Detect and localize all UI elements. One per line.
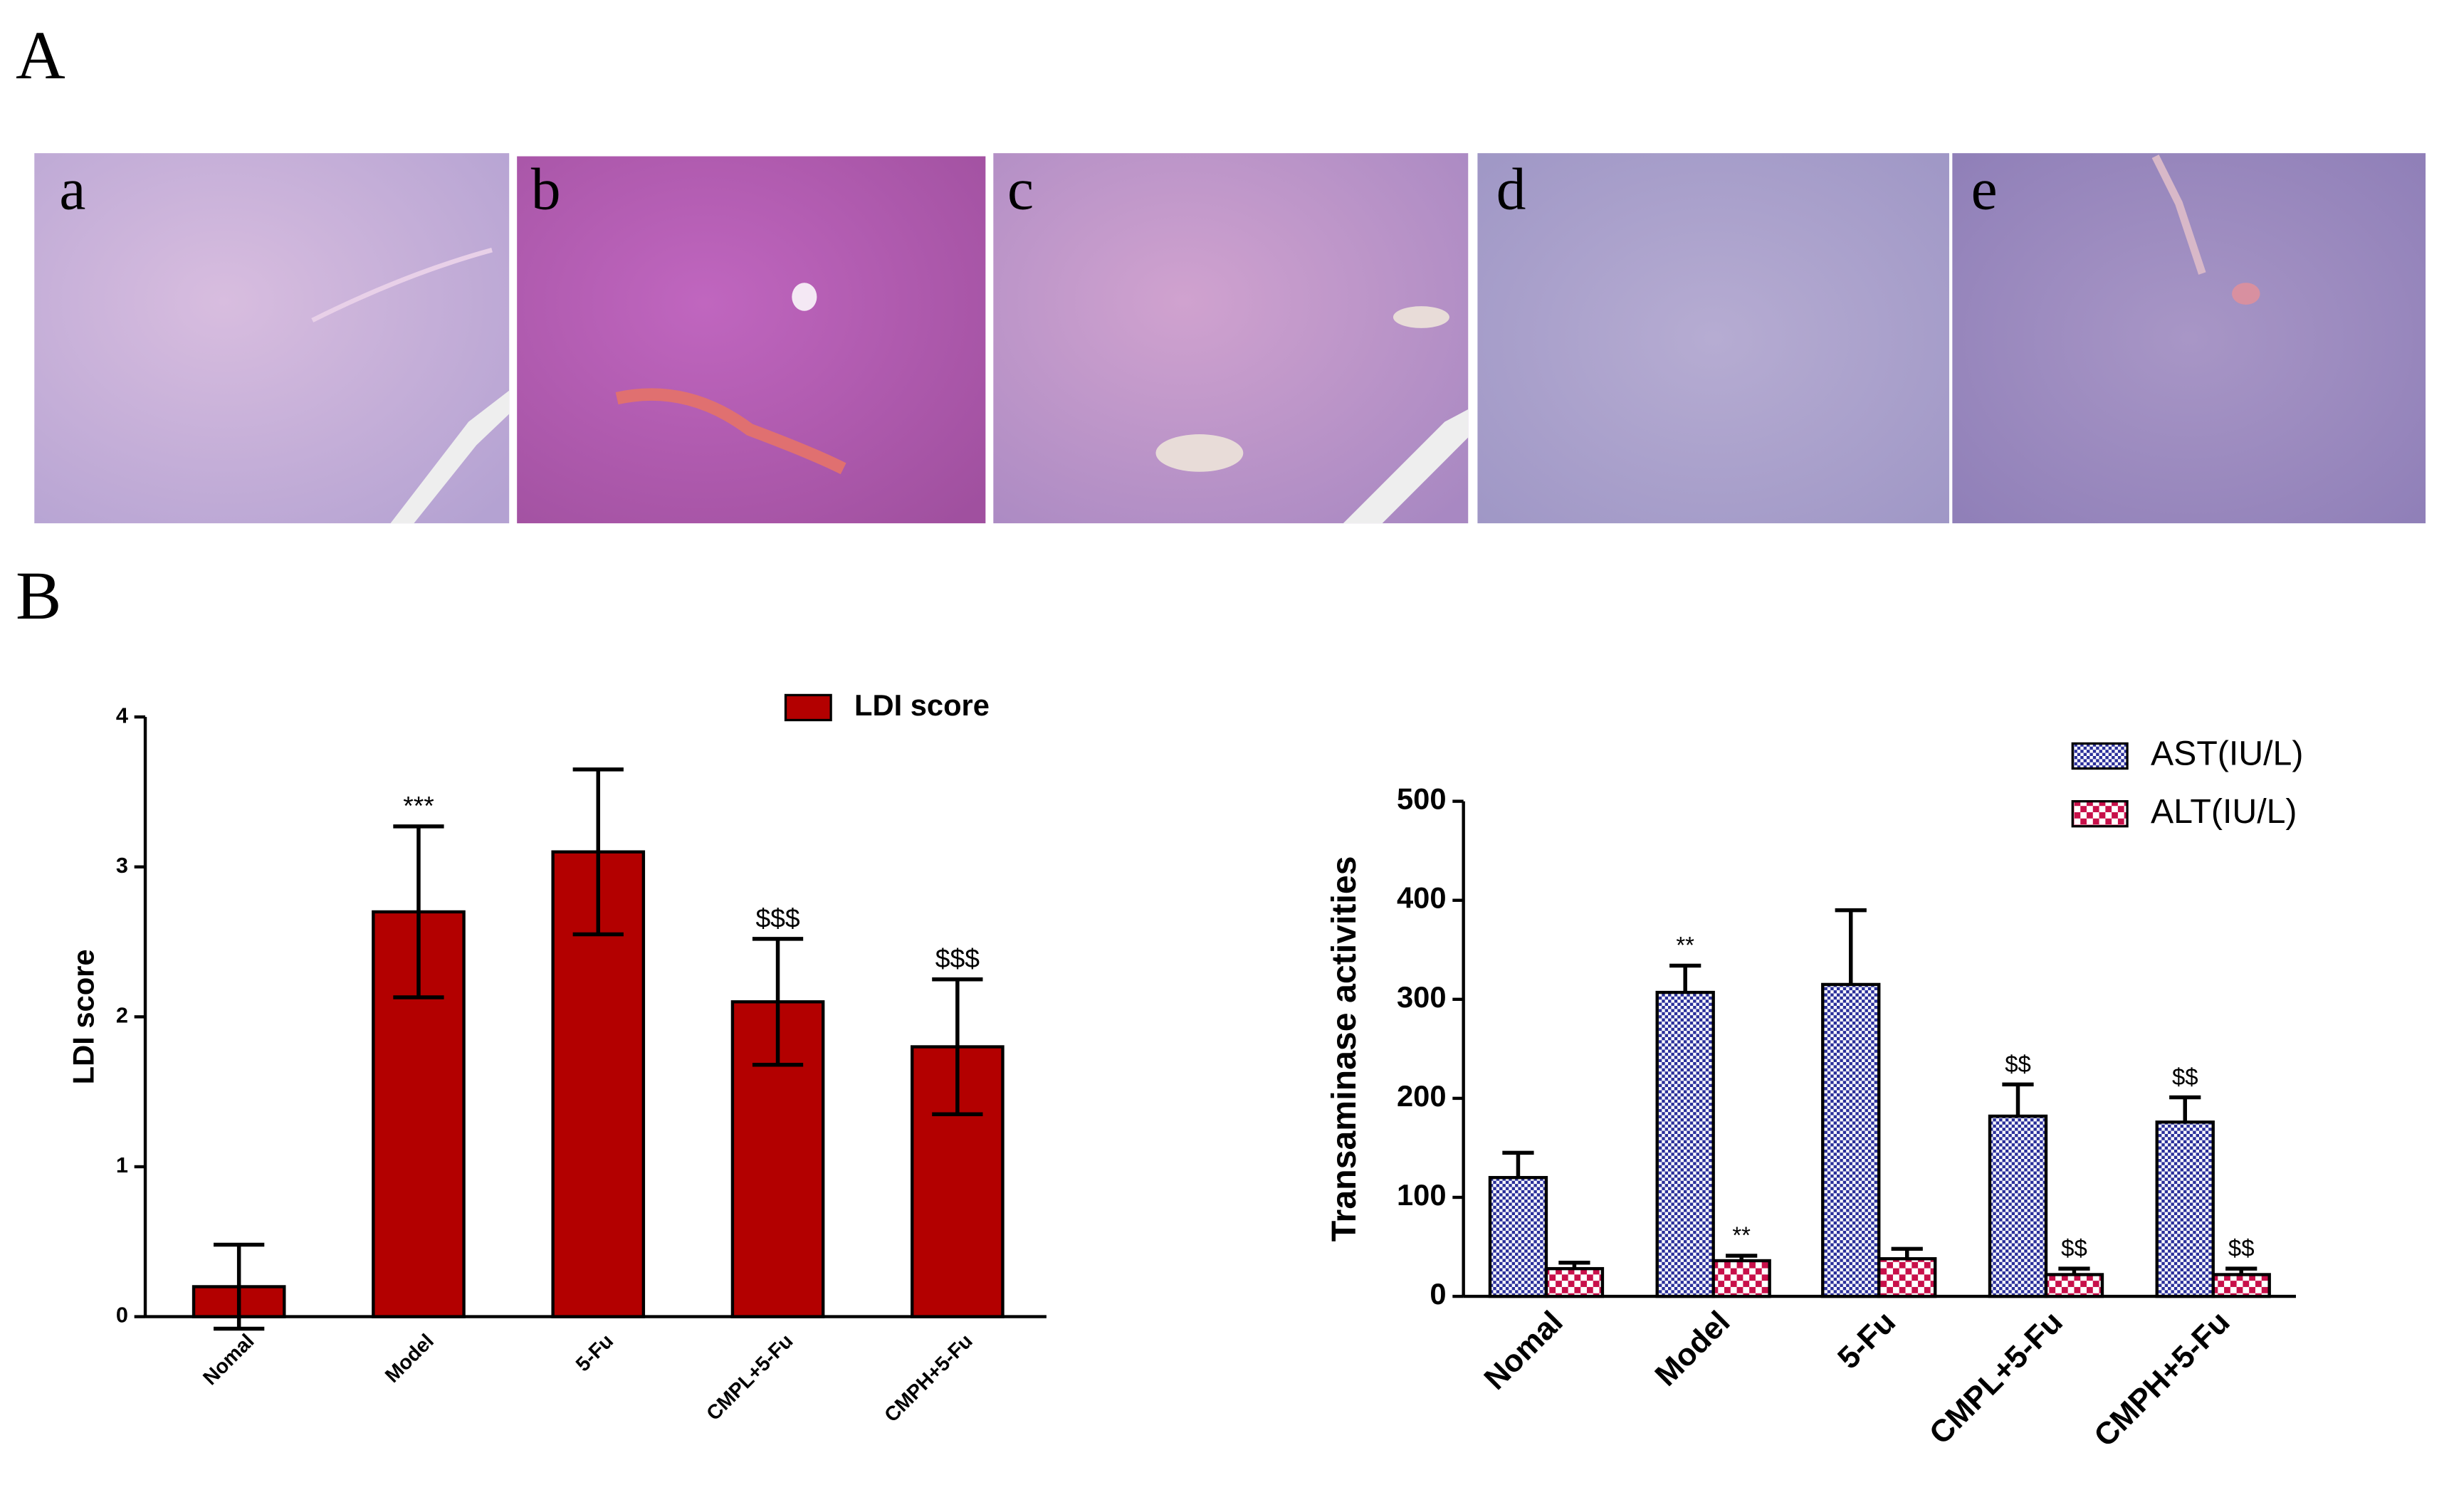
histology-image <box>993 153 1469 524</box>
bar <box>1711 1259 1771 1298</box>
error-bar <box>932 977 983 1117</box>
x-tick-label: Model <box>381 1330 439 1387</box>
x-tick-label: CMPL+5-Fu <box>1923 1304 2070 1451</box>
y-axis-label: LDI score <box>67 949 100 1084</box>
significance-label: $$ <box>2061 1234 2087 1261</box>
vessel <box>2232 283 2260 305</box>
legend-swatch <box>2071 742 2129 770</box>
bar <box>1988 1114 2048 1298</box>
bar <box>1488 1175 1548 1298</box>
error-bar <box>214 1242 265 1331</box>
error-bar <box>1726 1254 1758 1261</box>
significance-label: *** <box>403 790 434 820</box>
x-tick-label: CMPL+5-Fu <box>702 1330 797 1425</box>
panel-label: A <box>16 17 65 93</box>
vessel <box>1393 306 1449 328</box>
vessel <box>2151 154 2206 275</box>
error-bar <box>752 937 804 1067</box>
bar <box>2155 1120 2215 1298</box>
error-bar <box>393 824 444 999</box>
significance-label: $$ <box>2228 1234 2255 1261</box>
error-bar <box>2002 1082 2034 1116</box>
error-bar <box>1891 1246 1923 1259</box>
significance-label: $$ <box>2005 1051 2031 1077</box>
y-tick-label: 0 <box>1430 1277 1446 1311</box>
legend-swatch <box>2071 799 2129 828</box>
x-tick-label: Model <box>1648 1304 1736 1392</box>
legend-label: ALT(IU/L) <box>2151 792 2297 831</box>
histology-image <box>1477 153 1949 524</box>
error-bar <box>1835 908 1867 985</box>
vessel <box>1155 434 1244 472</box>
y-tick-label: 200 <box>1397 1079 1447 1113</box>
x-tick-label: 5-Fu <box>572 1330 618 1376</box>
y-tick-label: 300 <box>1397 980 1447 1014</box>
error-bar <box>1558 1261 1590 1269</box>
significance-label: $$ <box>2172 1064 2198 1090</box>
image-label: c <box>1007 157 1034 223</box>
error-bar <box>1502 1150 1534 1178</box>
histology-image <box>34 153 510 524</box>
bar <box>1821 982 1881 1298</box>
significance-label: ** <box>1676 932 1694 958</box>
y-tick-label: 3 <box>116 853 128 878</box>
vessel <box>792 283 817 311</box>
y-tick-label: 400 <box>1397 881 1447 915</box>
histology-image <box>517 156 986 524</box>
histology-images <box>34 153 2426 524</box>
bar <box>1655 990 1715 1298</box>
y-tick-label: 2 <box>116 1002 128 1027</box>
image-label: a <box>59 157 85 223</box>
error-bar <box>2058 1266 2090 1275</box>
y-tick-label: 4 <box>116 703 128 728</box>
x-tick-label: CMPH+5-Fu <box>2087 1304 2237 1454</box>
vessel <box>1343 409 1469 524</box>
image-label: b <box>531 157 561 223</box>
legend-label: LDI score <box>854 688 990 722</box>
error-bar <box>2169 1095 2201 1123</box>
bar <box>1544 1266 1605 1298</box>
panel-label: B <box>16 557 61 634</box>
significance-label: $$$ <box>755 903 799 933</box>
error-bar <box>2225 1266 2257 1275</box>
vessel <box>390 390 510 524</box>
significance-label: ** <box>1732 1222 1751 1248</box>
legend-swatch <box>784 693 832 722</box>
bar <box>1877 1257 1937 1298</box>
bar <box>2044 1273 2104 1298</box>
vessel <box>615 388 846 475</box>
y-tick-label: 1 <box>116 1153 128 1177</box>
significance-label: $$$ <box>935 943 980 973</box>
bar <box>2211 1273 2271 1298</box>
error-bar <box>572 767 624 937</box>
error-bar <box>1669 963 1701 993</box>
y-tick-label: 500 <box>1397 782 1447 816</box>
histology-image <box>1952 153 2426 524</box>
legend-label: AST(IU/L) <box>2151 735 2303 773</box>
x-tick-label: Nomal <box>199 1330 258 1390</box>
y-tick-label: 100 <box>1397 1178 1447 1212</box>
x-tick-label: Nomal <box>1477 1304 1569 1396</box>
y-axis-label: Transaminase activities <box>1325 856 1363 1241</box>
image-label: d <box>1496 157 1526 223</box>
x-tick-label: 5-Fu <box>1831 1304 1902 1375</box>
x-tick-label: CMPH+5-Fu <box>880 1330 977 1427</box>
image-label: e <box>1971 157 1998 223</box>
vessel <box>311 248 493 322</box>
y-tick-label: 0 <box>116 1303 128 1328</box>
